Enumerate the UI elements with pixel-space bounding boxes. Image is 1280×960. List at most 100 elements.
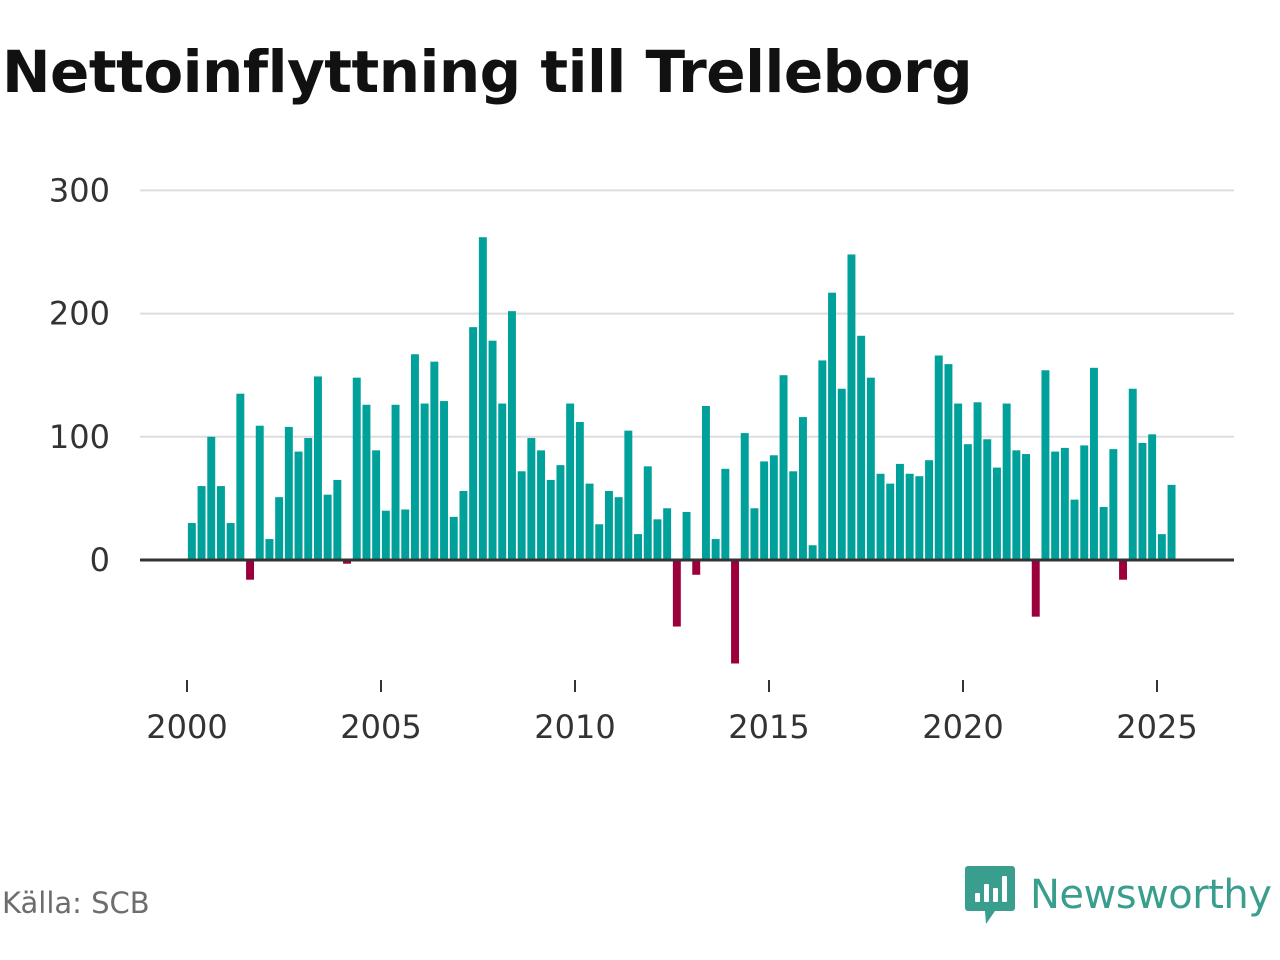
bar <box>1080 445 1089 560</box>
bar <box>1002 403 1011 560</box>
bars <box>187 237 1176 664</box>
chart-title: Nettoinflyttning till Trelleborg <box>2 38 973 106</box>
bar <box>905 473 914 560</box>
bar <box>808 545 817 560</box>
bar <box>828 292 837 560</box>
bar <box>1041 370 1050 560</box>
bar <box>275 497 284 560</box>
bar <box>963 444 972 560</box>
bar <box>750 508 759 560</box>
bar <box>779 375 788 560</box>
bar <box>876 473 885 560</box>
bar <box>304 438 313 560</box>
bar <box>507 311 516 560</box>
bar <box>1060 447 1069 560</box>
bar <box>566 403 575 560</box>
bar <box>614 497 623 560</box>
bar <box>818 360 827 560</box>
bar <box>1157 534 1166 560</box>
bar <box>731 560 740 664</box>
bar <box>575 422 584 560</box>
bar <box>546 479 555 560</box>
x-tick-label-2005: 2005 <box>340 708 421 746</box>
bar <box>1022 454 1031 560</box>
bar <box>1138 442 1147 560</box>
bar <box>672 560 681 627</box>
x-tick-label-2010: 2010 <box>534 708 615 746</box>
bar <box>1089 367 1098 560</box>
bar <box>992 467 1001 560</box>
bar <box>488 340 497 560</box>
bar <box>895 463 904 560</box>
bar <box>760 461 769 560</box>
bar <box>847 254 856 560</box>
bar <box>1119 560 1128 580</box>
bar <box>934 355 943 560</box>
bar <box>478 237 487 560</box>
bar <box>837 388 846 560</box>
bar <box>343 560 352 564</box>
bar <box>1031 560 1040 617</box>
bar <box>740 433 749 560</box>
bar <box>216 486 225 560</box>
bar <box>692 560 701 575</box>
bar <box>527 438 536 560</box>
bar <box>284 426 293 560</box>
x-tick-label-2025: 2025 <box>1116 708 1197 746</box>
bar <box>1109 449 1118 560</box>
bar <box>381 510 390 560</box>
bar <box>857 335 866 560</box>
bar <box>265 539 274 560</box>
bar <box>1167 484 1176 560</box>
bar <box>469 327 478 560</box>
bar <box>430 361 439 560</box>
x-tick-label-2015: 2015 <box>728 708 809 746</box>
bar <box>517 471 526 560</box>
bar <box>294 451 303 560</box>
gridlines <box>140 189 1234 438</box>
bar <box>866 377 875 560</box>
bar <box>401 509 410 560</box>
bar <box>1148 434 1157 560</box>
newsworthy-logo-icon <box>965 866 1015 924</box>
brand-logo: Newsworthy <box>964 862 1272 928</box>
bar <box>1099 507 1108 560</box>
bar <box>954 403 963 560</box>
bar <box>798 417 807 560</box>
bar <box>449 516 458 560</box>
bar <box>197 486 206 560</box>
bar <box>187 523 196 560</box>
y-tick-label-200: 200 <box>49 295 110 333</box>
bar <box>372 450 381 560</box>
bar <box>236 393 245 560</box>
bar <box>663 508 672 560</box>
source-note: Källa: SCB <box>2 886 150 920</box>
bar <box>925 460 934 560</box>
bar <box>653 519 662 560</box>
bar <box>556 465 565 560</box>
bar <box>246 560 255 580</box>
bar <box>1012 450 1021 560</box>
bar <box>362 404 371 560</box>
bar <box>585 483 594 560</box>
bar <box>915 476 924 560</box>
bar <box>595 524 604 560</box>
bar <box>643 466 652 560</box>
bar <box>498 403 507 560</box>
bar <box>323 494 332 560</box>
bar <box>1128 388 1137 560</box>
bar <box>440 401 449 560</box>
bar <box>1070 499 1079 560</box>
bar <box>944 364 953 560</box>
axes: 0 100 200 300 2000 2005 2010 2015 2020 2025 <box>49 171 1234 746</box>
bar <box>352 377 361 560</box>
bar <box>634 534 643 560</box>
bar <box>391 404 400 560</box>
bar <box>886 483 895 560</box>
bar <box>226 523 235 560</box>
bar <box>769 455 778 560</box>
bar <box>410 354 419 560</box>
bar <box>255 425 264 560</box>
y-tick-label-0: 0 <box>90 541 110 579</box>
bar <box>1051 451 1060 560</box>
